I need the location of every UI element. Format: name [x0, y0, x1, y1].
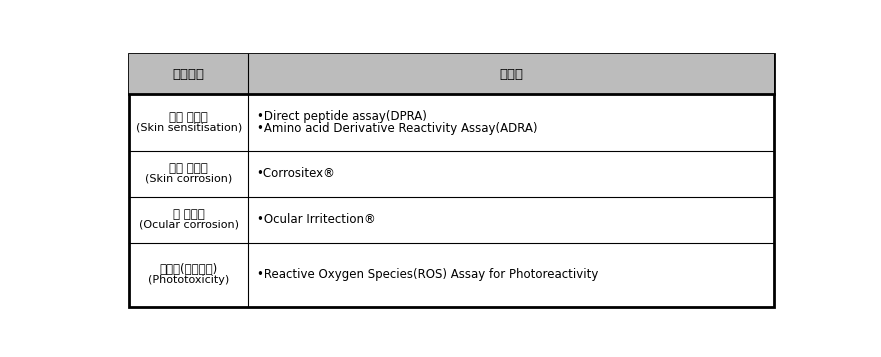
Text: 광독성(광반응성): 광독성(광반응성) [159, 263, 218, 276]
Text: 시험법: 시험법 [500, 67, 523, 81]
Text: (Phototoxicity): (Phototoxicity) [148, 275, 229, 285]
Text: •Amino acid Derivative Reactivity Assay(ADRA): •Amino acid Derivative Reactivity Assay(… [256, 122, 537, 135]
Text: •Direct peptide assay(DPRA): •Direct peptide assay(DPRA) [256, 110, 426, 123]
Text: 피부 감작성: 피부 감작성 [169, 111, 208, 124]
Text: (Ocular corrosion): (Ocular corrosion) [139, 220, 239, 230]
Text: 평가항목: 평가항목 [173, 67, 205, 81]
Text: (Skin corrosion): (Skin corrosion) [145, 174, 233, 183]
Text: •Ocular Irritection®: •Ocular Irritection® [256, 213, 375, 226]
Text: •Reactive Oxygen Species(ROS) Assay for Photoreactivity: •Reactive Oxygen Species(ROS) Assay for … [256, 268, 598, 281]
Text: 안 자극성: 안 자극성 [173, 208, 204, 221]
Text: 피부 부식성: 피부 부식성 [169, 162, 208, 175]
Bar [130, 54, 774, 94]
Text: (Skin sensitisation): (Skin sensitisation) [136, 122, 242, 132]
Text: •Corrositex®: •Corrositex® [256, 167, 336, 180]
